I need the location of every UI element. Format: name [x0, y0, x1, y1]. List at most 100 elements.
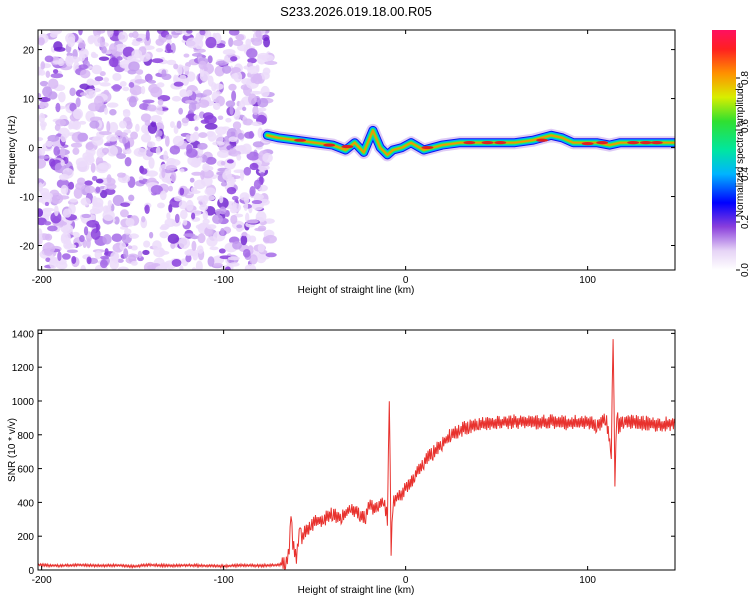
noise-speck [62, 167, 74, 179]
x-tick-label: 0 [403, 575, 409, 586]
snr-line [38, 339, 675, 570]
noise-speck [199, 204, 209, 211]
noise-speck [144, 119, 151, 126]
noise-speck [156, 82, 165, 88]
colorbar-tick-label: 0.4 [740, 167, 750, 181]
noise-speck [247, 65, 260, 75]
noise-speck [140, 168, 148, 175]
colorbar-tick-label: 0.8 [740, 71, 750, 85]
noise-speck [265, 252, 277, 258]
noise-speck [68, 181, 75, 190]
noise-speck [60, 146, 66, 159]
noise-speck [255, 30, 262, 38]
noise-speck [257, 164, 270, 171]
noise-speck [207, 256, 215, 267]
noise-speck [60, 159, 65, 167]
noise-speck [247, 93, 257, 105]
noise-speck [93, 95, 105, 107]
noise-speck [179, 187, 185, 196]
noise-speck [228, 262, 240, 267]
noise-speck [191, 212, 196, 220]
noise-speck [169, 121, 175, 129]
noise-speck [202, 89, 213, 96]
noise-speck [169, 145, 181, 155]
noise-speck [166, 157, 176, 165]
x-tick-label: -200 [32, 575, 52, 586]
x-tick-label: -100 [214, 275, 234, 286]
noise-speck [215, 133, 224, 145]
noise-speck [79, 83, 90, 90]
noise-speck [150, 86, 163, 98]
noise-speck [50, 211, 62, 224]
noise-speck [81, 213, 92, 219]
noise-speck [118, 31, 128, 43]
ridge-hotspot [494, 141, 507, 145]
noise-speck [232, 121, 242, 130]
noise-speck [62, 208, 72, 218]
noise-speck [111, 233, 123, 242]
spectrogram-frame [37, 29, 676, 271]
noise-speck [200, 119, 210, 124]
noise-speck [263, 37, 271, 48]
noise-speck [251, 121, 263, 127]
noise-speck [244, 131, 255, 139]
noise-speck [190, 186, 198, 193]
noise-speck [101, 45, 107, 54]
y-tick-label: 400 [17, 498, 34, 509]
noise-speck [190, 235, 200, 240]
noise-speck [159, 262, 170, 269]
noise-speck [215, 60, 228, 66]
snr-x-axis: -200 -100 0 100 [32, 330, 596, 586]
ridge-hotspot [627, 141, 640, 145]
noise-speck [155, 104, 163, 115]
spectrogram-y-axis: -20 -10 0 10 20 [20, 46, 675, 253]
noise-speck [241, 143, 252, 155]
noise-speck [202, 218, 210, 225]
noise-speck [207, 75, 214, 87]
noise-speck [38, 137, 44, 142]
noise-speck [240, 169, 245, 181]
noise-speck [122, 136, 127, 145]
noise-speck [172, 135, 185, 147]
noise-speck [161, 167, 166, 179]
noise-speck [219, 195, 224, 204]
noise-speck [206, 130, 214, 138]
noise-speck [128, 233, 140, 239]
noise-speck [148, 231, 154, 239]
ridge-hotspot [650, 141, 663, 145]
noise-speck [264, 60, 278, 66]
noise-speck [55, 119, 67, 127]
noise-speck [196, 195, 208, 202]
noise-speck [227, 256, 240, 261]
y-tick-label: -20 [20, 242, 35, 253]
noise-speck [130, 245, 138, 251]
noise-speck [159, 190, 167, 201]
noise-speck [246, 48, 258, 59]
noise-speck [131, 40, 141, 46]
noise-speckle [38, 30, 278, 270]
noise-speck [215, 126, 227, 135]
noise-speck [224, 266, 231, 270]
noise-speck [48, 78, 59, 90]
noise-speck [231, 90, 237, 102]
noise-speck [186, 30, 193, 34]
noise-speck [106, 134, 119, 142]
noise-speck [249, 254, 258, 265]
noise-speck [249, 162, 259, 171]
snr-panel: -200 -100 0 100 0 200 400 600 800 1000 1200 1400 H… [7, 329, 676, 596]
noise-speck [83, 226, 89, 236]
noise-speck [183, 53, 190, 58]
noise-speck [230, 214, 238, 225]
noise-speck [126, 55, 137, 62]
noise-speck [185, 254, 192, 263]
noise-speck [262, 152, 273, 163]
noise-speck [191, 240, 197, 252]
y-tick-label: 800 [17, 431, 34, 442]
noise-speck [128, 96, 137, 108]
noise-speck [230, 56, 238, 62]
spectrogram-x-axis: -200 -100 0 100 [32, 30, 596, 286]
noise-speck [230, 176, 235, 188]
noise-speck [39, 121, 47, 128]
noise-speck [212, 102, 221, 111]
noise-speck [94, 250, 103, 260]
